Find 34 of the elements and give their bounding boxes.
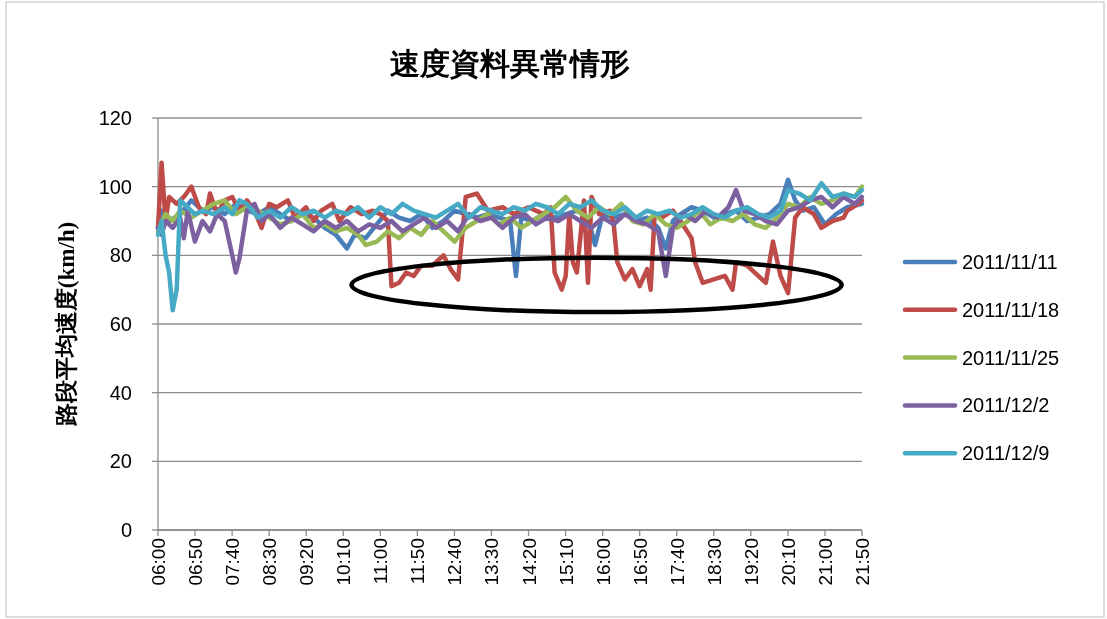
y-tick-label: 20 bbox=[109, 450, 132, 473]
x-tick-label: 12:40 bbox=[444, 538, 466, 586]
y-tick-label: 0 bbox=[120, 519, 132, 541]
x-tick-label: 06:50 bbox=[185, 538, 207, 586]
x-tick-label: 17:40 bbox=[666, 538, 688, 586]
y-axis-title: 路段平均速度(km/h) bbox=[53, 221, 79, 428]
x-tick-label: 06:00 bbox=[148, 538, 169, 586]
x-tick-label: 16:00 bbox=[592, 538, 614, 586]
x-tick-label: 10:10 bbox=[333, 538, 355, 586]
chart-title: 速度資料異常情形 bbox=[390, 47, 630, 80]
x-tick-label: 13:30 bbox=[481, 538, 503, 586]
legend-label: 2011/12/9 bbox=[962, 442, 1050, 465]
x-tick-label: 07:40 bbox=[222, 538, 244, 586]
x-tick-label: 11:50 bbox=[407, 538, 429, 585]
x-tick-label: 08:30 bbox=[259, 538, 281, 586]
y-tick-label: 80 bbox=[109, 244, 132, 267]
y-tick-label: 40 bbox=[109, 381, 132, 404]
legend-label: 2011/11/18 bbox=[962, 298, 1060, 321]
x-tick-label: 15:10 bbox=[555, 538, 577, 586]
x-tick-label: 19:20 bbox=[740, 538, 762, 586]
x-tick-label: 16:50 bbox=[629, 538, 651, 586]
x-tick-label: 20:10 bbox=[777, 538, 799, 586]
x-tick-label: 11:00 bbox=[370, 538, 392, 585]
x-tick-label: 21:50 bbox=[852, 538, 873, 586]
legend-label: 2011/11/11 bbox=[962, 251, 1058, 273]
x-tick-label: 14:20 bbox=[518, 538, 540, 586]
legend-label: 2011/12/2 bbox=[962, 394, 1050, 417]
y-tick-label: 60 bbox=[109, 313, 132, 335]
x-tick-label: 21:00 bbox=[814, 538, 836, 586]
x-tick-label: 09:20 bbox=[296, 538, 318, 586]
y-tick-label: 100 bbox=[98, 175, 132, 198]
legend-label: 2011/11/25 bbox=[962, 346, 1060, 369]
y-tick-label: 120 bbox=[98, 107, 132, 129]
x-tick-label: 18:30 bbox=[703, 538, 725, 586]
